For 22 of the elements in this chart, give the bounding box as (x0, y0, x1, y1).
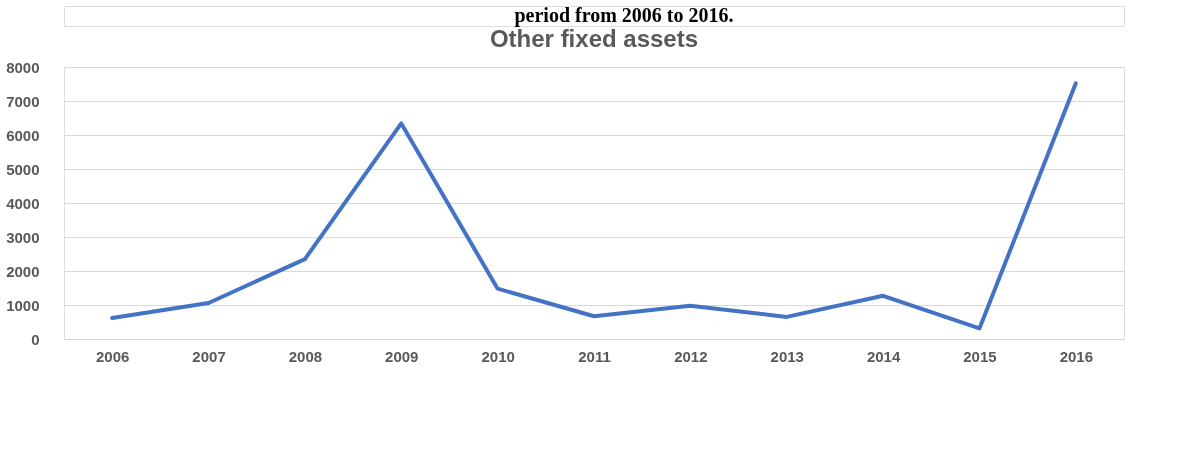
x-tick-label: 2013 (770, 347, 804, 365)
x-tick-label: 2011 (578, 347, 611, 365)
y-tick-label: 8000 (6, 58, 40, 76)
y-tick-label: 0 (31, 330, 40, 348)
y-tick-label: 1000 (6, 296, 40, 314)
x-tick-label: 2015 (963, 347, 997, 365)
x-tick-label: 2010 (481, 347, 515, 365)
y-tick-label: 6000 (6, 126, 40, 144)
x-tick-label: 2012 (674, 347, 708, 365)
x-tick-label: 2014 (866, 347, 901, 365)
x-tick-label: 2009 (385, 347, 419, 365)
x-tick-label: 2016 (1059, 347, 1094, 365)
y-tick-label: 5000 (6, 160, 40, 178)
x-tick-label: 2006 (95, 347, 130, 365)
y-tick-label: 7000 (6, 92, 40, 110)
y-tick-label: 4000 (6, 194, 40, 212)
line-series (110, 81, 1078, 331)
x-tick-label: 2008 (288, 347, 323, 365)
x-tick-label: 2007 (192, 347, 226, 365)
text: period from 2006 to 2016. (514, 4, 734, 27)
y-tick-label: 2000 (6, 262, 40, 280)
y-tick-label: 3000 (6, 228, 40, 246)
